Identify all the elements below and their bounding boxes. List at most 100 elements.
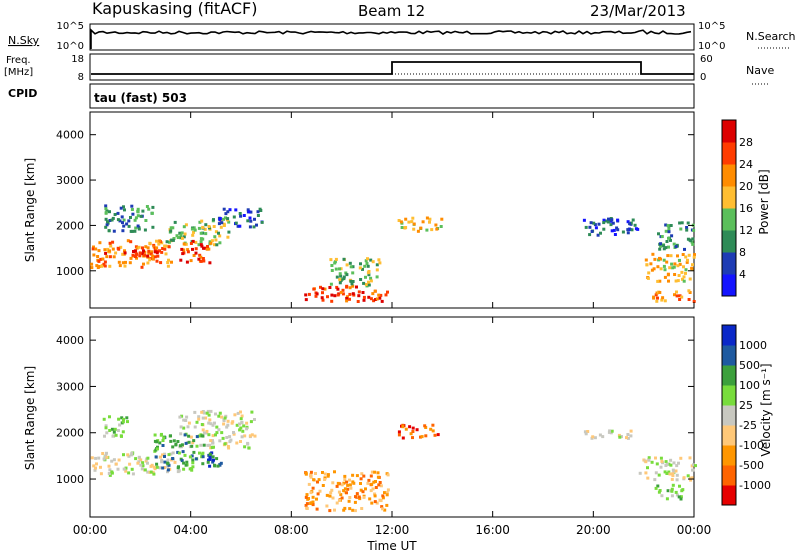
data-cell — [208, 443, 212, 447]
data-cell — [157, 242, 161, 246]
data-cell — [386, 473, 390, 477]
data-cell — [345, 295, 349, 299]
data-cell — [348, 261, 352, 265]
data-cell — [205, 429, 209, 433]
data-cell — [179, 425, 183, 429]
data-cell — [208, 452, 212, 456]
data-cell — [678, 484, 681, 488]
data-cell — [367, 273, 371, 277]
data-cell — [127, 219, 131, 223]
data-cell — [148, 241, 152, 245]
data-cell — [130, 229, 134, 233]
data-cell — [208, 464, 212, 468]
data-cell — [321, 291, 324, 295]
data-cell — [371, 260, 375, 264]
data-cell — [674, 245, 678, 249]
data-cell — [191, 233, 195, 237]
data-cell — [349, 265, 353, 269]
data-cell — [103, 248, 107, 252]
data-cell — [644, 460, 648, 464]
data-cell — [197, 257, 201, 261]
data-cell — [182, 235, 186, 239]
data-cell — [378, 261, 382, 265]
data-cell — [654, 456, 657, 460]
data-cell — [671, 266, 675, 270]
data-cell — [582, 218, 586, 222]
data-cell — [663, 470, 667, 474]
data-cell — [150, 211, 154, 215]
data-cell — [98, 241, 102, 245]
data-cell — [373, 289, 377, 293]
data-cell — [249, 420, 253, 424]
data-cell — [103, 260, 107, 264]
data-cell — [629, 221, 633, 225]
cpid-value: tau (fast) 503 — [94, 91, 187, 105]
data-cell — [114, 462, 118, 466]
data-cell — [626, 220, 630, 224]
nave-tick-bottom: 0 — [700, 72, 706, 83]
data-cell — [675, 478, 679, 482]
data-cell — [671, 472, 675, 476]
data-cell — [239, 214, 243, 218]
data-cell — [239, 426, 243, 430]
data-cell — [342, 508, 346, 512]
data-cell — [356, 300, 360, 303]
data-cell — [612, 228, 616, 232]
freq-trace — [91, 61, 694, 75]
data-cell — [691, 263, 694, 267]
data-cell — [105, 455, 109, 459]
data-cell — [593, 436, 597, 440]
data-cell — [253, 217, 256, 221]
data-cell — [143, 253, 147, 257]
data-cell — [339, 290, 343, 294]
data-cell — [331, 481, 335, 485]
data-cell — [198, 220, 202, 224]
data-cell — [117, 458, 121, 462]
data-cell — [250, 433, 254, 437]
nsearch-tick-bottom: 10^0 — [698, 41, 725, 52]
data-cell — [163, 455, 166, 458]
data-cell — [369, 297, 373, 301]
data-cell — [232, 432, 236, 436]
data-cell — [239, 440, 242, 443]
data-cell — [349, 279, 353, 283]
data-cell — [227, 220, 231, 224]
data-cell — [367, 270, 371, 273]
data-cell — [94, 247, 98, 251]
data-cell — [351, 292, 355, 296]
data-cell — [325, 493, 329, 497]
data-cell — [687, 253, 691, 257]
data-cell — [119, 206, 123, 210]
y-tick-label: 2000 — [56, 427, 84, 440]
data-cell — [246, 219, 250, 223]
data-cell — [129, 453, 133, 457]
data-cell — [116, 467, 120, 471]
data-cell — [118, 423, 122, 427]
data-cell — [134, 457, 138, 461]
data-cell — [129, 216, 132, 219]
data-cell — [412, 222, 416, 226]
power-colorbar-tick-label: 12 — [739, 224, 753, 237]
data-cell — [669, 458, 673, 462]
data-cell — [183, 433, 187, 437]
data-cell — [647, 271, 651, 275]
data-cell — [113, 213, 117, 216]
data-cell — [155, 246, 159, 250]
data-cell — [215, 243, 219, 247]
data-cell — [369, 489, 373, 493]
freq-panel — [89, 53, 695, 81]
data-cell — [139, 463, 143, 467]
data-cell — [114, 433, 118, 437]
data-cell — [431, 429, 435, 433]
data-cell — [379, 293, 383, 297]
data-cell — [369, 258, 373, 262]
data-cell — [339, 267, 343, 271]
data-cell — [333, 470, 336, 474]
data-cell — [195, 420, 199, 424]
data-cell — [199, 243, 203, 247]
data-cell — [165, 240, 169, 244]
data-cell — [186, 248, 190, 252]
data-cell — [653, 257, 657, 261]
data-cell — [658, 489, 662, 492]
data-cell — [207, 458, 210, 462]
